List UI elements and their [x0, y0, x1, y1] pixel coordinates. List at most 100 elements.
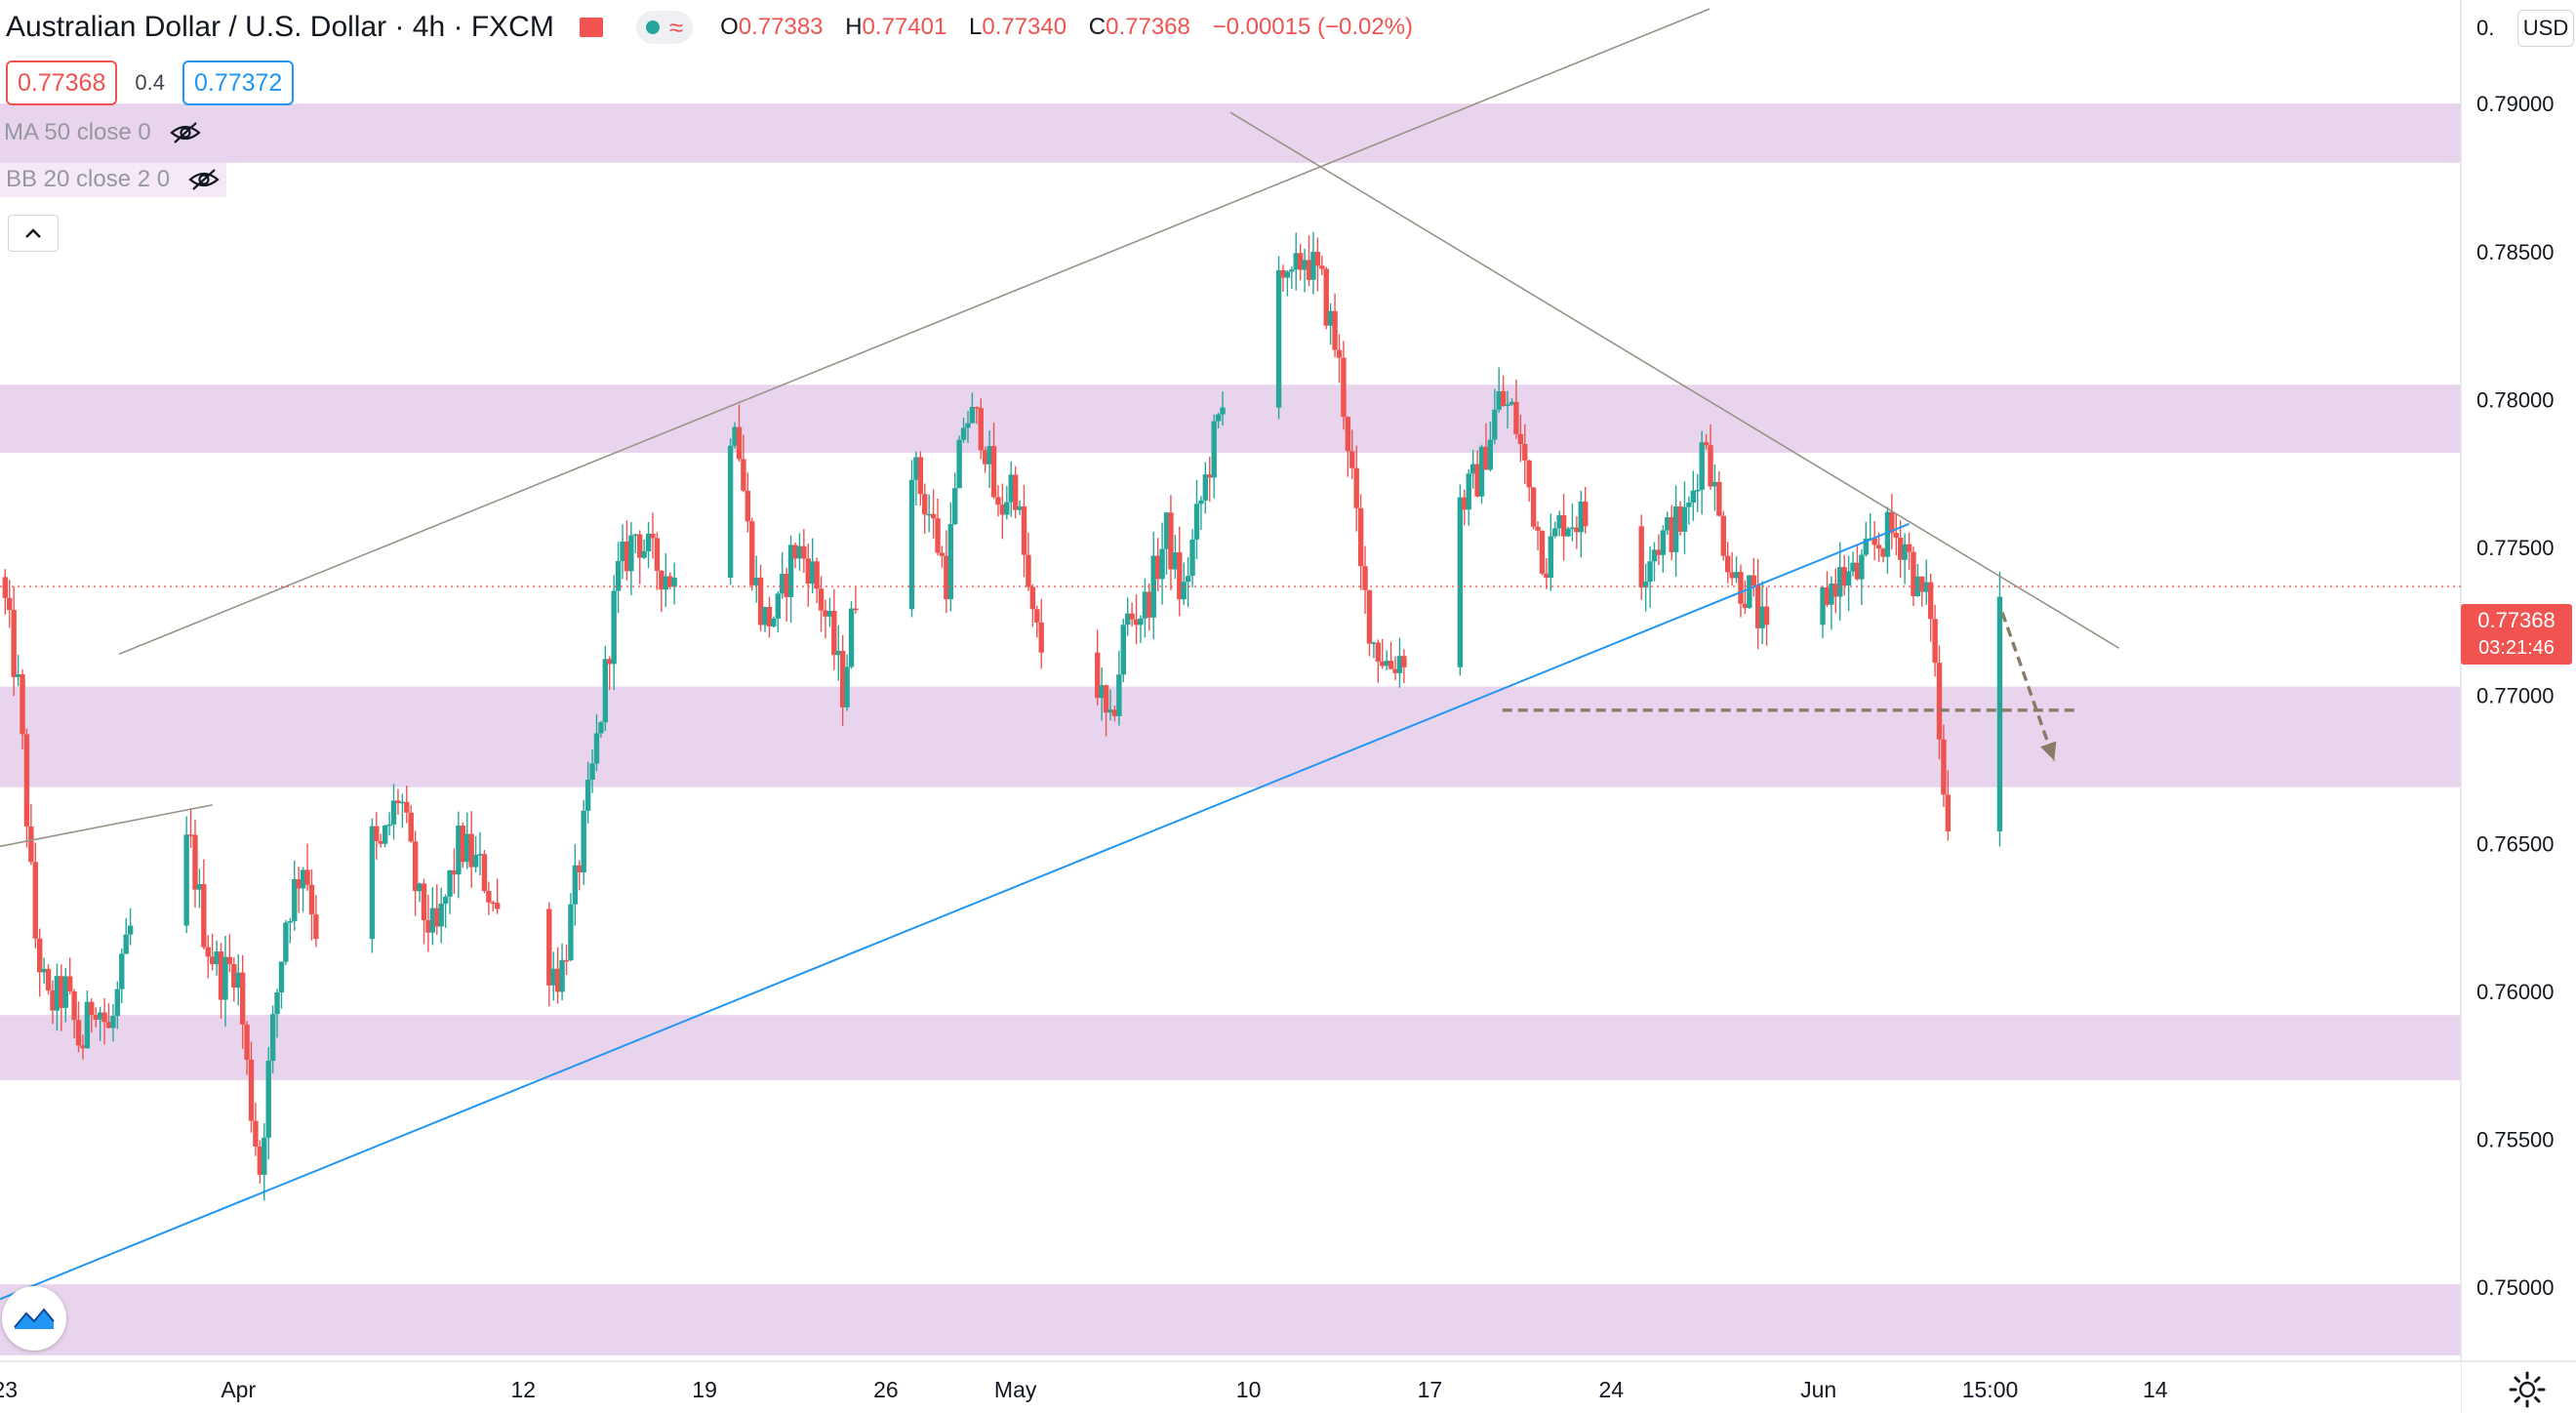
open-label: O [720, 14, 739, 40]
change-value: −0.00015 (−0.02%) [1212, 14, 1414, 40]
candle-body [7, 597, 13, 611]
candle-body [1034, 609, 1040, 623]
candle-body [1133, 619, 1140, 626]
time-tick-label: 10 [1236, 1377, 1262, 1402]
candle-body [1544, 573, 1550, 579]
candle-body [404, 801, 410, 813]
market-closed-flag-icon[interactable] [579, 18, 603, 37]
candle-body [1522, 443, 1528, 461]
candle-body [1159, 548, 1165, 580]
candle-body [1275, 269, 1282, 408]
eye-hidden-icon[interactable] [169, 120, 202, 145]
candle-body [1120, 625, 1126, 675]
candle-body [1129, 613, 1135, 620]
candle-body [205, 947, 211, 957]
high-label: H [845, 14, 863, 40]
candle-body [97, 1012, 103, 1020]
candle-body [244, 1024, 250, 1060]
candle-body [1099, 685, 1105, 699]
candle-body [1829, 584, 1834, 605]
candle-body [1919, 576, 1925, 592]
candle-body [1560, 514, 1567, 537]
candle-body [84, 1001, 91, 1049]
candle-body [378, 840, 383, 844]
candle-body [1185, 576, 1191, 583]
time-axis[interactable]: 23 Apr 12 19 26 May 10 17 24 Jun 15:00 14 [0, 1360, 2576, 1413]
candle-body [1366, 589, 1373, 644]
candle-body [75, 1020, 82, 1046]
candle-body [1297, 253, 1304, 270]
time-axis-background [0, 1361, 2461, 1413]
price-tick-label: 0.78000 [2476, 387, 2555, 412]
price-axis[interactable]: 0.75000 0.75500 0.76000 0.76500 0.77000 0.775… [2460, 0, 2555, 1413]
candle-body [1552, 528, 1558, 537]
candle-body [749, 521, 755, 585]
low-label: L [968, 14, 983, 40]
candle-body [589, 763, 595, 780]
currency-button[interactable]: USD [2517, 10, 2574, 47]
price-tick-label: 0. [2476, 16, 2494, 40]
candle-body [1642, 582, 1649, 588]
candle-body [45, 968, 52, 990]
candle-body [741, 459, 746, 491]
trendline [1229, 111, 2119, 649]
candle-body [447, 869, 453, 897]
candle-body [1215, 414, 1222, 422]
candle-body [1375, 642, 1382, 662]
candle-body [296, 879, 302, 889]
candle-body [611, 590, 617, 665]
eye-hidden-icon[interactable] [187, 167, 221, 192]
candle-body [637, 534, 643, 558]
close-value: 0.77368 [1106, 14, 1190, 40]
candle-body [736, 426, 743, 460]
candle-body [969, 407, 976, 424]
bar-countdown: 03:21:46 [2478, 637, 2555, 659]
candle-body [965, 423, 971, 428]
candle-body [1388, 661, 1394, 669]
candle-body [1142, 591, 1148, 619]
candle-body [1147, 591, 1152, 618]
price-tick-label: 0.79000 [2476, 92, 2555, 116]
candle-body [952, 488, 958, 525]
spread-value: 0.4 [135, 70, 165, 95]
candle-body [248, 1059, 255, 1121]
candle-body [1820, 587, 1826, 626]
candle-body [1754, 585, 1761, 628]
candle-body [1695, 490, 1701, 492]
tradingview-logo[interactable] [2, 1286, 66, 1351]
candle-body [1500, 390, 1507, 407]
candle-body [1686, 503, 1692, 507]
candle-body [917, 457, 924, 495]
collapse-legend-button[interactable] [8, 215, 59, 252]
candle-body [848, 608, 855, 667]
candle-body [1638, 526, 1644, 588]
candle-body [1457, 497, 1464, 667]
open-value: 0.77383 [738, 14, 824, 40]
buy-price-button[interactable]: 0.77372 [181, 61, 295, 105]
indicator-bb[interactable]: BB 20 close 2 0 [0, 162, 227, 197]
candle-body [1941, 739, 1947, 795]
candle-body [1850, 562, 1856, 572]
time-tick-label: 26 [873, 1377, 899, 1402]
indicator-ma[interactable]: MA 50 close 0 [4, 119, 202, 146]
chevron-up-icon [25, 228, 41, 238]
candle-body [986, 446, 992, 464]
candle-body [456, 825, 462, 875]
settings-gear-icon[interactable] [2508, 1370, 2547, 1409]
candle-body [438, 904, 444, 927]
candle-body [602, 659, 609, 723]
symbol-title[interactable]: Australian Dollar / U.S. Dollar · 4h · F… [6, 11, 554, 43]
candle-body [1893, 533, 1899, 538]
candle-body [1017, 505, 1023, 510]
live-status-pill[interactable]: ≈ [635, 11, 694, 44]
candle-body [196, 884, 203, 890]
candle-body [1845, 571, 1852, 585]
candle-body [274, 991, 280, 1015]
sell-price-button[interactable]: 0.77368 [6, 61, 118, 105]
candle-body [853, 608, 859, 611]
candle-body [127, 925, 134, 935]
candle-body [201, 884, 207, 948]
candle-body [183, 834, 189, 926]
candle-body [1932, 619, 1938, 664]
